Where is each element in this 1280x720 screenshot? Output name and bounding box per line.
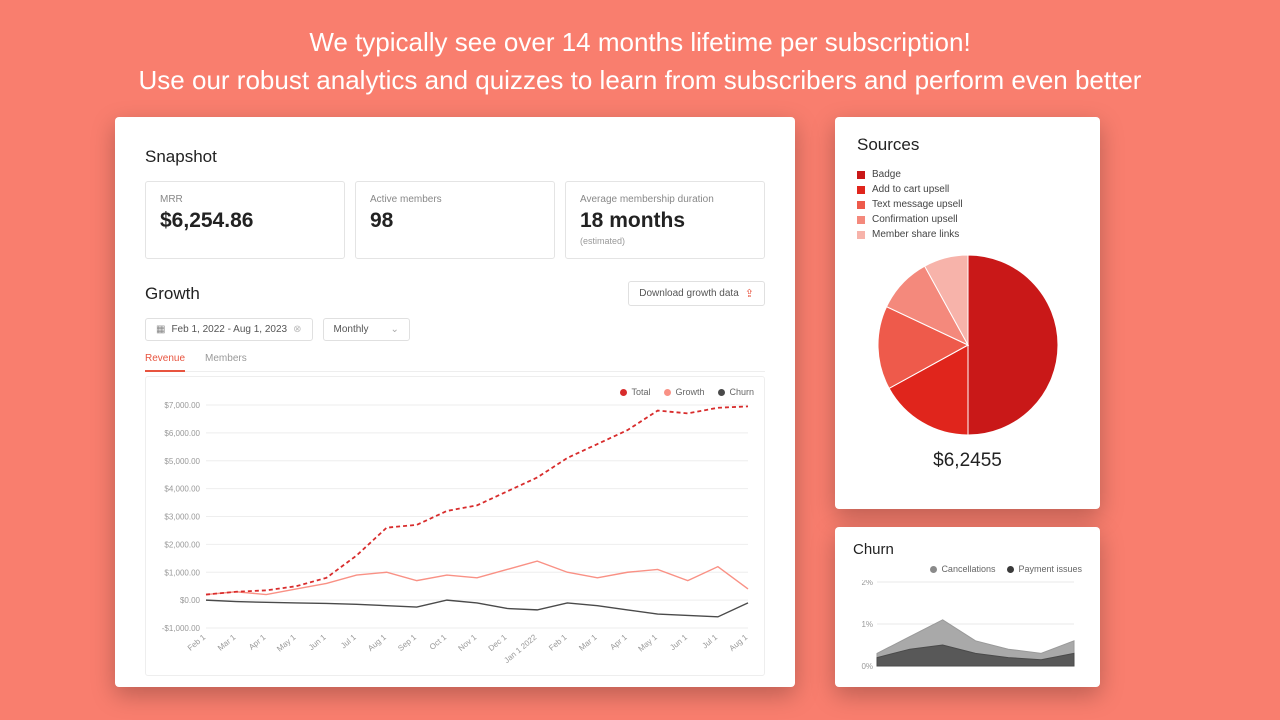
churn-title: Churn xyxy=(853,541,1082,558)
svg-text:Feb 1: Feb 1 xyxy=(547,633,569,653)
churn-legend: Cancellations Payment issues xyxy=(853,564,1082,574)
interval-label: Monthly xyxy=(334,324,369,335)
download-growth-button[interactable]: Download growth data ⇪ xyxy=(628,281,765,306)
churn-panel: Churn Cancellations Payment issues 2% 1% 0… xyxy=(835,527,1100,687)
tab-members[interactable]: Members xyxy=(205,349,247,371)
svg-text:Apr 1: Apr 1 xyxy=(247,633,268,653)
stat-label: Active members xyxy=(370,194,540,205)
svg-text:$3,000.00: $3,000.00 xyxy=(164,513,200,522)
svg-text:$6,000.00: $6,000.00 xyxy=(164,429,200,438)
interval-select[interactable]: Monthly ⌄ xyxy=(323,318,410,341)
svg-text:$5,000.00: $5,000.00 xyxy=(164,457,200,466)
growth-chart: Total Growth Churn $7,000.00 $6,000.00 $5,… xyxy=(145,376,765,676)
download-icon: ⇪ xyxy=(745,287,754,300)
stat-card-duration: Average membership duration 18 months (e… xyxy=(565,181,765,259)
svg-text:Mar 1: Mar 1 xyxy=(216,633,238,653)
chevron-down-icon: ⌄ xyxy=(391,324,399,335)
legend-dot-payment xyxy=(1007,566,1014,573)
svg-text:$4,000.00: $4,000.00 xyxy=(164,485,200,494)
download-label: Download growth data xyxy=(639,288,739,299)
svg-text:Apr 1: Apr 1 xyxy=(608,633,629,653)
sources-legend-item: Member share links xyxy=(857,229,1078,240)
sources-pie-chart xyxy=(873,250,1063,440)
growth-title: Growth xyxy=(145,284,200,304)
sources-title: Sources xyxy=(857,135,1078,155)
headline: We typically see over 14 months lifetime… xyxy=(0,0,1280,117)
snapshot-stats: MRR $6,254.86 Active members 98 Average … xyxy=(145,181,765,259)
snapshot-title: Snapshot xyxy=(145,147,765,167)
clear-icon[interactable]: ⊗ xyxy=(293,324,301,335)
svg-text:2%: 2% xyxy=(861,580,873,587)
svg-text:-$1,000.00: -$1,000.00 xyxy=(162,624,201,633)
svg-text:Feb 1: Feb 1 xyxy=(186,633,208,653)
stat-value: 18 months xyxy=(580,209,750,233)
growth-tabs: Revenue Members xyxy=(145,349,765,372)
svg-text:Jul 1: Jul 1 xyxy=(339,633,358,651)
stat-card-members: Active members 98 xyxy=(355,181,555,259)
svg-text:Jul 1: Jul 1 xyxy=(700,633,719,651)
date-range-picker[interactable]: ▦ Feb 1, 2022 - Aug 1, 2023 ⊗ xyxy=(145,318,313,341)
date-range-text: Feb 1, 2022 - Aug 1, 2023 xyxy=(171,324,287,335)
calendar-icon: ▦ xyxy=(156,324,165,335)
sources-legend-item: Text message upsell xyxy=(857,199,1078,210)
legend-dot-cancel xyxy=(930,566,937,573)
sources-legend: Badge Add to cart upsell Text message upse… xyxy=(857,169,1078,240)
svg-text:$7,000.00: $7,000.00 xyxy=(164,401,200,410)
headline-line2: Use our robust analytics and quizzes to … xyxy=(40,62,1240,100)
svg-text:$1,000.00: $1,000.00 xyxy=(164,569,200,578)
svg-text:Dec 1: Dec 1 xyxy=(487,633,509,654)
analytics-panel: Snapshot MRR $6,254.86 Active members 98… xyxy=(115,117,795,687)
sources-amount: $6,2455 xyxy=(857,450,1078,472)
svg-text:Oct 1: Oct 1 xyxy=(428,633,449,653)
sources-legend-item: Confirmation upsell xyxy=(857,214,1078,225)
svg-text:0%: 0% xyxy=(861,662,873,670)
svg-text:May 1: May 1 xyxy=(636,633,659,654)
sources-legend-item: Add to cart upsell xyxy=(857,184,1078,195)
svg-text:$2,000.00: $2,000.00 xyxy=(164,541,200,550)
legend-dot-total xyxy=(620,389,627,396)
stat-label: Average membership duration xyxy=(580,194,750,205)
stat-value: $6,254.86 xyxy=(160,209,330,233)
svg-text:May 1: May 1 xyxy=(275,633,298,654)
stat-label: MRR xyxy=(160,194,330,205)
svg-text:$0.00: $0.00 xyxy=(180,597,201,606)
svg-text:Jun 1: Jun 1 xyxy=(668,633,689,653)
svg-text:Sep 1: Sep 1 xyxy=(396,633,418,654)
legend-dot-growth xyxy=(664,389,671,396)
legend-dot-churn xyxy=(718,389,725,396)
headline-line1: We typically see over 14 months lifetime… xyxy=(40,24,1240,62)
svg-text:Mar 1: Mar 1 xyxy=(577,633,599,653)
sources-panel: Sources Badge Add to cart upsell Text mess… xyxy=(835,117,1100,509)
svg-text:1%: 1% xyxy=(861,620,873,629)
svg-text:Jan 1 2022: Jan 1 2022 xyxy=(502,633,539,666)
stat-value: 98 xyxy=(370,209,540,233)
growth-chart-svg: $7,000.00 $6,000.00 $5,000.00 $4,000.00 $3,0… xyxy=(156,401,756,666)
tab-revenue[interactable]: Revenue xyxy=(145,349,185,372)
growth-legend: Total Growth Churn xyxy=(156,387,754,397)
svg-text:Aug 1: Aug 1 xyxy=(366,633,388,654)
stat-sub: (estimated) xyxy=(580,236,750,246)
stat-card-mrr: MRR $6,254.86 xyxy=(145,181,345,259)
svg-text:Jun 1: Jun 1 xyxy=(307,633,328,653)
sources-legend-item: Badge xyxy=(857,169,1078,180)
svg-text:Nov 1: Nov 1 xyxy=(456,633,478,654)
churn-chart-svg: 2% 1% 0% xyxy=(853,580,1078,670)
svg-text:Aug 1: Aug 1 xyxy=(727,633,749,654)
